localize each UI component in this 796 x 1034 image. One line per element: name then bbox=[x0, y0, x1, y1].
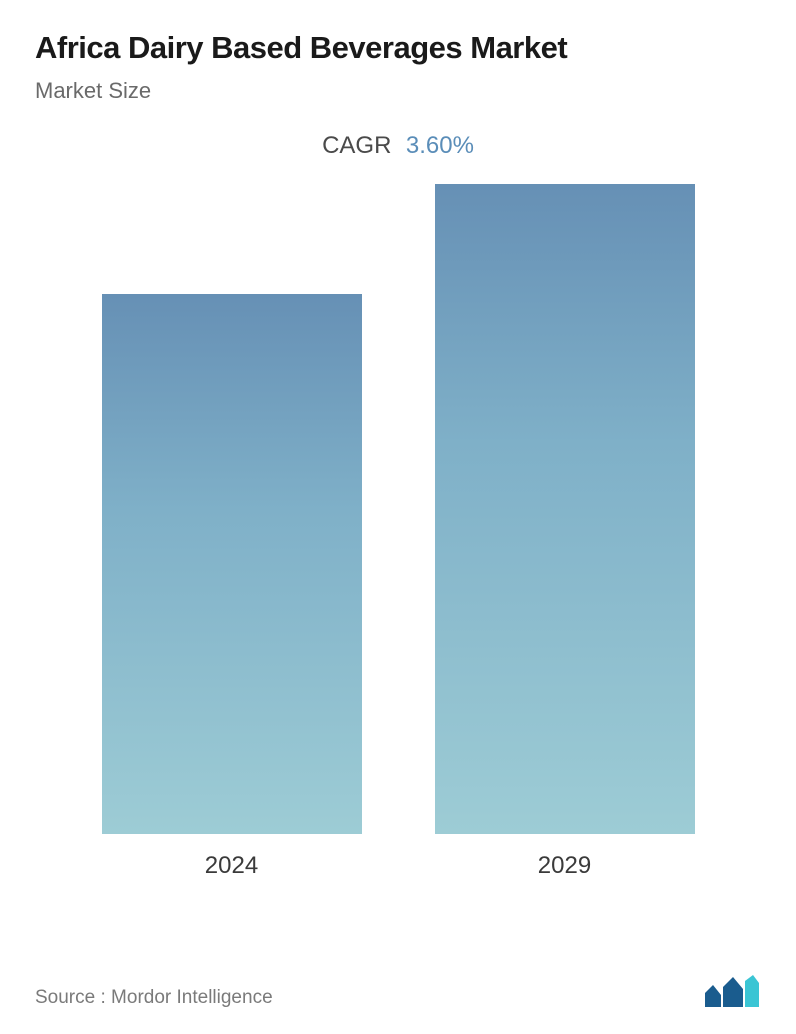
bar-label-2029: 2029 bbox=[538, 852, 591, 880]
bar-2024 bbox=[102, 294, 362, 834]
chart-area: 2024 2029 bbox=[35, 200, 761, 880]
bar-2029 bbox=[435, 184, 695, 834]
bar-group-0: 2024 bbox=[102, 294, 362, 880]
brand-logo-icon bbox=[703, 973, 761, 1009]
bar-group-1: 2029 bbox=[435, 184, 695, 880]
source-text: Source : Mordor Intelligence bbox=[35, 987, 273, 1009]
chart-title: Africa Dairy Based Beverages Market bbox=[35, 30, 761, 66]
cagr-label: CAGR bbox=[322, 132, 391, 159]
source-value: Mordor Intelligence bbox=[111, 987, 273, 1008]
chart-subtitle: Market Size bbox=[35, 78, 761, 104]
footer: Source : Mordor Intelligence bbox=[35, 973, 761, 1009]
bar-label-2024: 2024 bbox=[205, 852, 258, 880]
cagr-value: 3.60% bbox=[406, 132, 474, 159]
source-label: Source : bbox=[35, 987, 106, 1008]
cagr-row: CAGR 3.60% bbox=[35, 132, 761, 160]
